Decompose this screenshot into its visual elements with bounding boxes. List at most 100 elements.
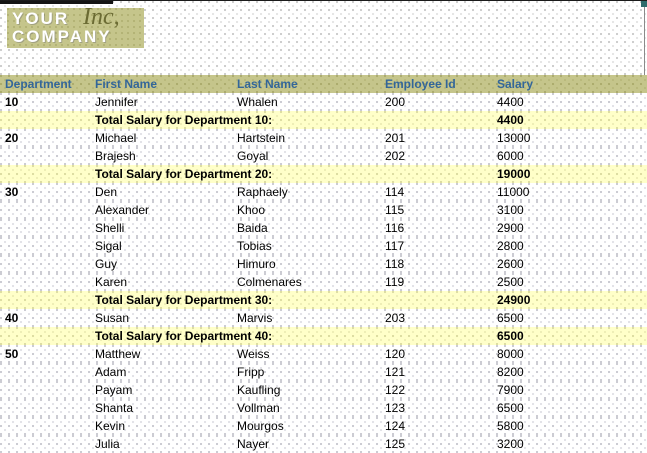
cell-employee-id: 123	[385, 401, 406, 415]
table-row: Sigal Tobias 117 2800	[0, 237, 647, 255]
cell-first-name: Adam	[95, 365, 127, 379]
cell-salary: 11000	[497, 185, 530, 199]
cell-last-name: Khoo	[237, 203, 266, 217]
cell-total-salary: 24900	[497, 293, 531, 307]
table-row: 50 Matthew Weiss 120 8000	[0, 345, 647, 363]
cell-department	[0, 201, 90, 219]
cell-employee-id: 121	[385, 365, 406, 379]
cell-first-name: Guy	[95, 257, 118, 271]
cell-total-salary: 6500	[497, 329, 524, 343]
column-header-department: Department	[5, 77, 72, 91]
table-row: 30 Den Raphaely 114 11000	[0, 183, 647, 201]
cell-salary: 3200	[497, 437, 524, 451]
cell-last-name: Whalen	[237, 95, 278, 109]
cell-employee-id: 117	[385, 239, 405, 253]
cell-last-name: Mourgos	[237, 419, 284, 433]
cell-salary: 4400	[497, 95, 524, 109]
column-header-employee-id: Employee Id	[385, 77, 456, 91]
cell-department	[0, 273, 90, 291]
cell-first-name: Den	[95, 185, 118, 199]
column-header-last-name: Last Name	[237, 77, 298, 91]
table-row: Shelli Baida 116 2900	[0, 219, 647, 237]
total-row: Total Salary for Department 40: 6500	[0, 327, 647, 345]
cell-department	[0, 327, 90, 345]
cell-employee-id: 114	[385, 185, 405, 199]
cell-last-name: Marvis	[237, 311, 273, 325]
cell-first-name: Michael	[95, 131, 137, 145]
cell-department	[0, 363, 90, 381]
total-row: Total Salary for Department 30: 24900	[0, 291, 647, 309]
cell-last-name: Kaufling	[237, 383, 281, 397]
window-top-edge	[0, 1, 113, 4]
cell-department	[0, 111, 90, 129]
cell-total-salary: 4400	[497, 113, 524, 127]
cell-first-name: Brajesh	[95, 149, 136, 163]
cell-total-salary: 19000	[497, 167, 531, 181]
cell-department: 40	[5, 311, 19, 325]
cell-first-name: Jennifer	[95, 95, 138, 109]
scrollbar-corner[interactable]	[641, 1, 647, 7]
total-label: Total Salary for Department 30:	[95, 293, 273, 307]
cell-department	[0, 417, 90, 435]
cell-department: 20	[5, 131, 19, 145]
cell-first-name: Julia	[95, 437, 120, 451]
cell-last-name: Nayer	[237, 437, 270, 451]
cell-department	[0, 381, 90, 399]
total-label: Total Salary for Department 10:	[95, 113, 273, 127]
cell-first-name: Matthew	[95, 347, 141, 361]
cell-first-name: Susan	[95, 311, 130, 325]
table-row: Kevin Mourgos 124 5800	[0, 417, 647, 435]
cell-salary: 2600	[497, 257, 524, 271]
cell-first-name: Shelli	[95, 221, 125, 235]
cell-employee-id: 124	[385, 419, 406, 433]
cell-last-name: Colmenares	[237, 275, 302, 289]
table-row: 40 Susan Marvis 203 6500	[0, 309, 647, 327]
window-right-edge	[644, 1, 645, 75]
column-header-salary: Salary	[497, 77, 534, 91]
cell-employee-id: 201	[385, 131, 406, 145]
cell-employee-id: 116	[385, 221, 405, 235]
cell-department: 30	[5, 185, 19, 199]
cell-employee-id: 125	[385, 437, 406, 451]
cell-first-name: Shanta	[95, 401, 134, 415]
cell-first-name: Karen	[95, 275, 128, 289]
table-header-row: Department First Name Last Name Employee…	[0, 75, 647, 93]
logo-inc-text: Inc,	[83, 4, 120, 30]
cell-salary: 3100	[497, 203, 524, 217]
total-label: Total Salary for Department 20:	[95, 167, 273, 181]
cell-last-name: Vollman	[237, 401, 280, 415]
table-row: Brajesh Goyal 202 6000	[0, 147, 647, 165]
cell-department	[0, 219, 90, 237]
cell-salary: 6500	[497, 401, 524, 415]
cell-employee-id: 119	[385, 275, 405, 289]
logo-line1: YOUR	[12, 9, 70, 28]
logo-line2: COMPANY	[12, 27, 112, 46]
cell-employee-id: 122	[385, 383, 406, 397]
cell-last-name: Hartstein	[237, 131, 286, 145]
cell-department	[0, 147, 90, 165]
cell-employee-id: 115	[385, 203, 405, 217]
cell-employee-id: 120	[385, 347, 406, 361]
table-row: Shanta Vollman 123 6500	[0, 399, 647, 417]
cell-department	[0, 165, 90, 183]
cell-last-name: Himuro	[237, 257, 276, 271]
total-row: Total Salary for Department 10: 4400	[0, 111, 647, 129]
cell-department	[0, 399, 90, 417]
table-row: Alexander Khoo 115 3100	[0, 201, 647, 219]
cell-employee-id: 202	[385, 149, 406, 163]
cell-salary: 5800	[497, 419, 524, 433]
cell-salary: 2500	[497, 275, 524, 289]
cell-department	[0, 291, 90, 309]
table-row: Guy Himuro 118 2600	[0, 255, 647, 273]
table-row: Julia Nayer 125 3200	[0, 435, 647, 453]
table-row: Payam Kaufling 122 7900	[0, 381, 647, 399]
cell-salary: 6500	[497, 311, 524, 325]
cell-salary: 8200	[497, 365, 524, 379]
cell-salary: 13000	[497, 131, 531, 145]
cell-salary: 7900	[497, 383, 524, 397]
cell-last-name: Weiss	[237, 347, 270, 361]
total-row: Total Salary for Department 20: 19000	[0, 165, 647, 183]
cell-salary: 6000	[497, 149, 524, 163]
total-label: Total Salary for Department 40:	[95, 329, 273, 343]
